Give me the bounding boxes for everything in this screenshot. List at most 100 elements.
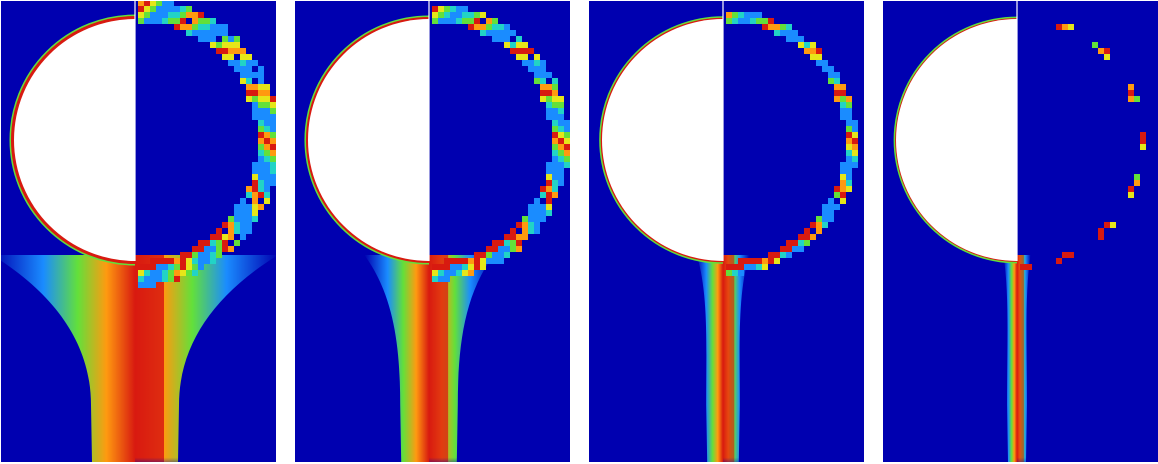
boundary-cell bbox=[144, 12, 150, 18]
field-layer bbox=[883, 1, 1158, 462]
boundary-cell bbox=[216, 252, 222, 258]
boundary-cell bbox=[534, 216, 540, 222]
cylinder-obstacle bbox=[896, 19, 1017, 261]
boundary-cell bbox=[270, 120, 276, 126]
boundary-cell bbox=[840, 186, 846, 192]
field-plot-1 bbox=[1, 1, 276, 462]
boundary-cell bbox=[780, 252, 786, 258]
boundary-cell bbox=[186, 12, 192, 18]
boundary-cell bbox=[180, 18, 186, 24]
boundary-cell bbox=[228, 228, 234, 234]
boundary-cell bbox=[168, 264, 174, 270]
boundary-cell bbox=[198, 252, 204, 258]
boundary-cell bbox=[252, 168, 258, 174]
boundary-cell bbox=[468, 264, 474, 270]
boundary-cell bbox=[180, 252, 186, 258]
boundary-cell bbox=[168, 12, 174, 18]
boundary-cell bbox=[522, 216, 528, 222]
boundary-cell bbox=[1098, 234, 1104, 240]
boundary-cell bbox=[150, 264, 156, 270]
boundary-cell bbox=[792, 246, 798, 252]
bottom-fade bbox=[1017, 432, 1158, 462]
boundary-cell bbox=[264, 120, 270, 126]
boundary-cell bbox=[180, 24, 186, 30]
boundary-cell bbox=[522, 228, 528, 234]
boundary-cell bbox=[264, 114, 270, 120]
boundary-cell bbox=[786, 24, 792, 30]
boundary-cell bbox=[492, 246, 498, 252]
boundary-cell bbox=[210, 30, 216, 36]
field-layer bbox=[589, 1, 864, 462]
boundary-cell bbox=[792, 36, 798, 42]
boundary-cell bbox=[186, 258, 192, 264]
boundary-cell bbox=[510, 240, 516, 246]
boundary-cell bbox=[246, 228, 252, 234]
boundary-cell bbox=[162, 1, 168, 6]
boundary-cell bbox=[480, 264, 486, 270]
boundary-cell bbox=[150, 1, 156, 6]
boundary-cell bbox=[822, 204, 828, 210]
boundary-cell bbox=[744, 12, 750, 18]
boundary-cell bbox=[444, 258, 450, 264]
boundary-cell bbox=[852, 126, 858, 132]
boundary-cell bbox=[246, 84, 252, 90]
boundary-cell bbox=[270, 180, 276, 186]
boundary-cell bbox=[180, 6, 186, 12]
boundary-cell bbox=[444, 6, 450, 12]
boundary-cell bbox=[474, 252, 480, 258]
boundary-cell bbox=[156, 264, 162, 270]
boundary-cell bbox=[546, 90, 552, 96]
boundary-cell bbox=[150, 282, 156, 288]
boundary-cell bbox=[846, 168, 852, 174]
boundary-cell bbox=[144, 282, 150, 288]
boundary-cell bbox=[264, 84, 270, 90]
boundary-cell bbox=[552, 186, 558, 192]
boundary-cell bbox=[258, 174, 264, 180]
boundary-cell bbox=[828, 198, 834, 204]
boundary-cell bbox=[450, 270, 456, 276]
boundary-cell bbox=[264, 162, 270, 168]
boundary-cell bbox=[738, 264, 744, 270]
boundary-cell bbox=[516, 36, 522, 42]
boundary-cell bbox=[462, 258, 468, 264]
boundary-cell bbox=[480, 12, 486, 18]
boundary-cell bbox=[228, 246, 234, 252]
boundary-cell bbox=[522, 60, 528, 66]
boundary-cell bbox=[234, 66, 240, 72]
boundary-cell bbox=[558, 162, 564, 168]
boundary-cell bbox=[270, 108, 276, 114]
boundary-cell bbox=[732, 270, 738, 276]
boundary-cell bbox=[852, 162, 858, 168]
boundary-cell bbox=[252, 186, 258, 192]
boundary-cell bbox=[162, 276, 168, 282]
boundary-cell bbox=[738, 258, 744, 264]
boundary-cell bbox=[492, 252, 498, 258]
boundary-cell bbox=[768, 258, 774, 264]
boundary-cell bbox=[150, 12, 156, 18]
boundary-cell bbox=[846, 102, 852, 108]
boundary-cell bbox=[564, 126, 570, 132]
boundary-cell bbox=[216, 240, 222, 246]
boundary-cell bbox=[168, 258, 174, 264]
boundary-cell bbox=[192, 252, 198, 258]
boundary-cell bbox=[222, 24, 228, 30]
boundary-cell bbox=[852, 132, 858, 138]
boundary-cell bbox=[546, 96, 552, 102]
boundary-cell bbox=[252, 216, 258, 222]
boundary-cell bbox=[540, 216, 546, 222]
boundary-cell bbox=[264, 156, 270, 162]
boundary-cell bbox=[1098, 228, 1104, 234]
boundary-cell bbox=[258, 114, 264, 120]
boundary-cell bbox=[438, 264, 444, 270]
boundary-cell bbox=[756, 12, 762, 18]
boundary-cell bbox=[816, 54, 822, 60]
boundary-cell bbox=[252, 108, 258, 114]
boundary-cell bbox=[186, 270, 192, 276]
wake-core bbox=[429, 255, 449, 462]
boundary-cell bbox=[552, 150, 558, 156]
boundary-cell bbox=[534, 210, 540, 216]
wake-core bbox=[723, 255, 735, 462]
boundary-cell bbox=[258, 150, 264, 156]
boundary-cell bbox=[546, 198, 552, 204]
boundary-cell bbox=[534, 60, 540, 66]
